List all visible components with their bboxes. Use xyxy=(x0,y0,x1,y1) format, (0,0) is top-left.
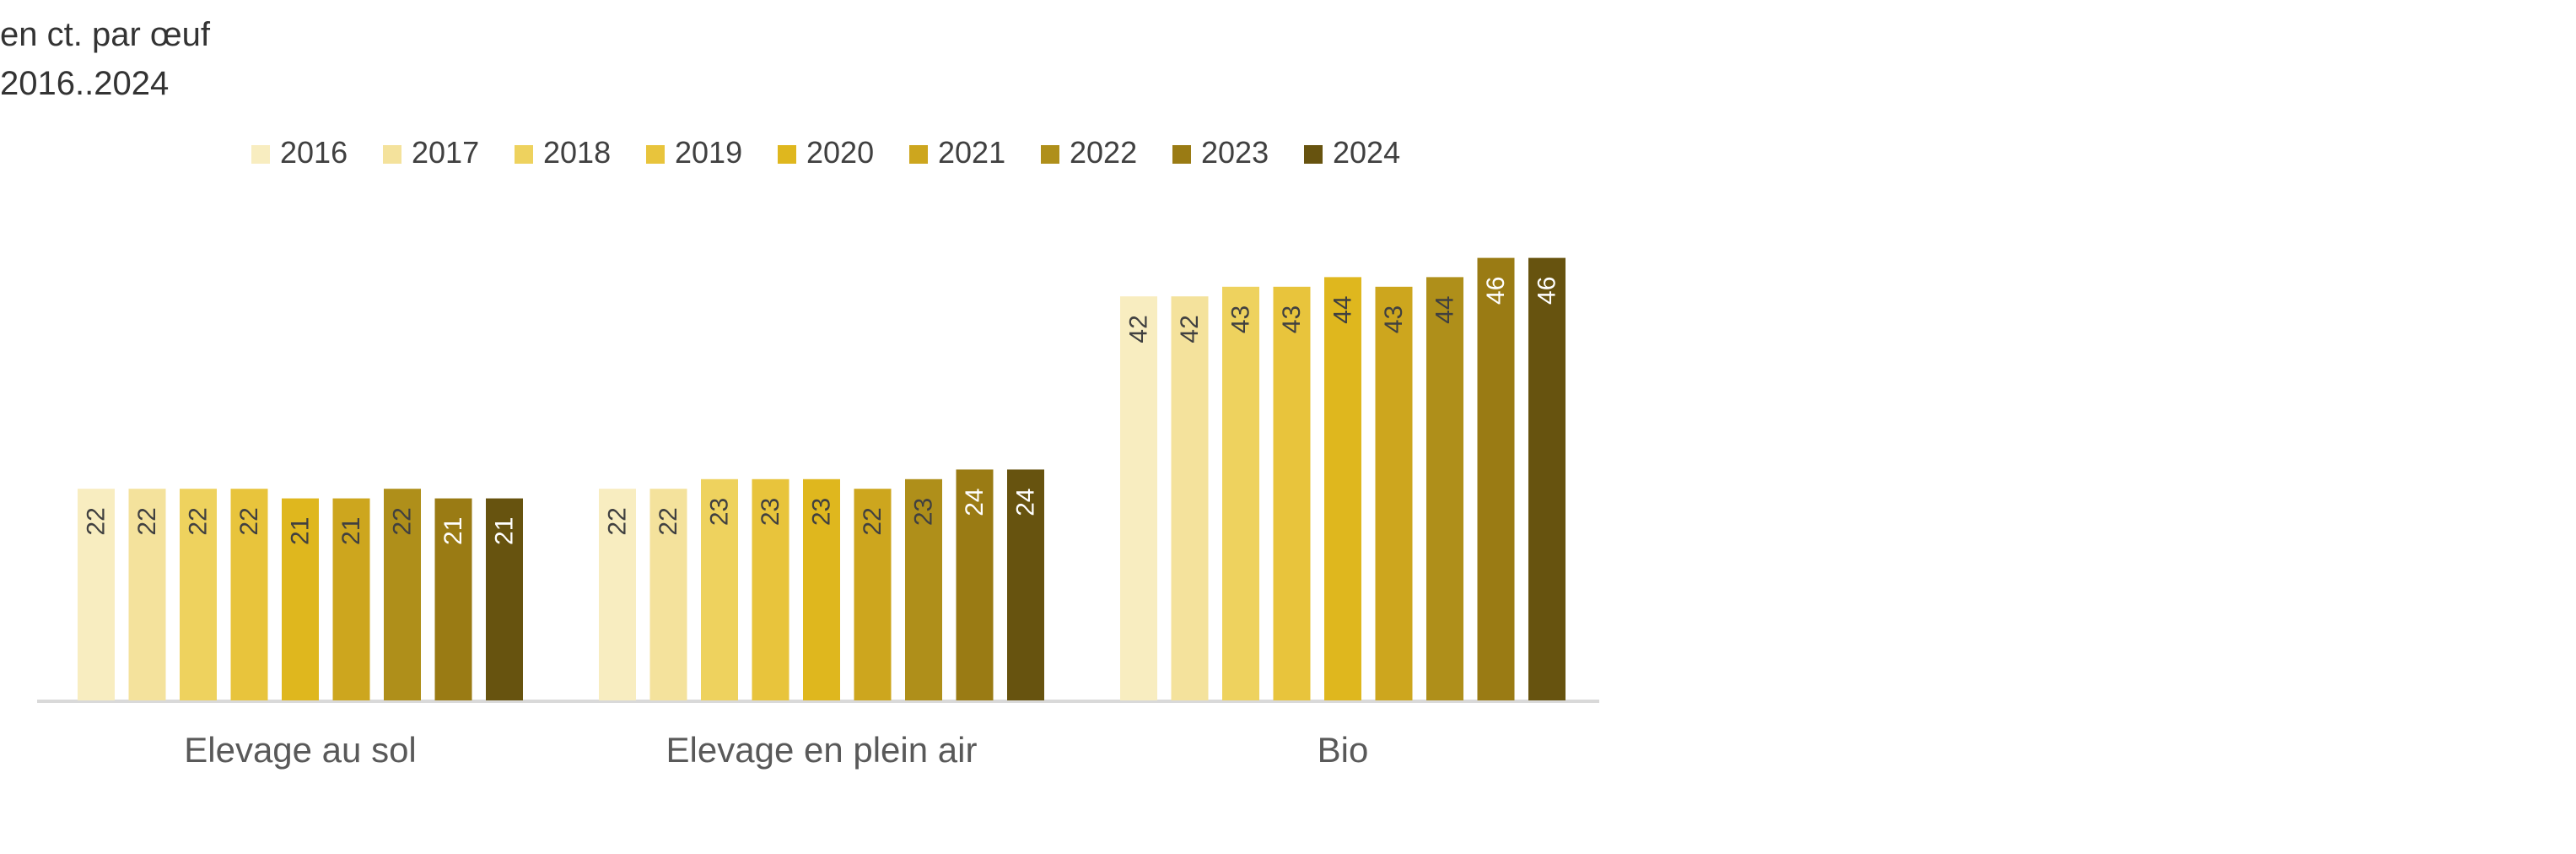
bar-2020-1 xyxy=(803,478,840,700)
bar-2020-2 xyxy=(1324,277,1361,700)
data-label-2016-2: 42 xyxy=(1125,315,1153,343)
bar-2018-2 xyxy=(1222,286,1259,700)
data-label-2017-0: 22 xyxy=(133,507,161,535)
bar-2022-1 xyxy=(905,478,942,700)
legend-swatch-2024 xyxy=(1304,145,1323,164)
category-label-0: Elevage au sol xyxy=(184,730,417,770)
data-label-2023-0: 21 xyxy=(439,517,467,545)
legend-label-2021: 2021 xyxy=(938,135,1005,170)
data-label-2020-2: 44 xyxy=(1329,295,1357,323)
bar-2017-2 xyxy=(1171,296,1209,700)
bar-2020-0 xyxy=(282,498,319,700)
legend-swatch-2017 xyxy=(383,145,401,164)
legend-swatch-2023 xyxy=(1172,145,1191,164)
data-label-2019-2: 43 xyxy=(1278,305,1306,333)
legend-swatch-2021 xyxy=(909,145,928,164)
bar-2021-0 xyxy=(332,498,370,700)
legend-swatch-2020 xyxy=(778,145,796,164)
data-label-2017-2: 42 xyxy=(1176,315,1204,343)
bar-2023-1 xyxy=(956,469,994,700)
legend-label-2022: 2022 xyxy=(1070,135,1137,170)
data-label-2020-1: 23 xyxy=(808,498,836,526)
bar-2022-0 xyxy=(384,489,421,700)
bar-2024-1 xyxy=(1007,469,1044,700)
data-label-2023-2: 46 xyxy=(1482,277,1510,305)
data-label-2022-2: 44 xyxy=(1431,295,1459,323)
data-label-2022-0: 22 xyxy=(389,507,417,535)
category-label-1: Elevage en plein air xyxy=(666,730,978,770)
bar-2019-1 xyxy=(752,478,790,700)
data-label-2020-0: 21 xyxy=(287,517,315,545)
data-label-2021-1: 22 xyxy=(859,507,887,535)
legend-swatch-2016 xyxy=(251,145,270,164)
data-label-2022-1: 23 xyxy=(910,498,938,526)
bar-2024-2 xyxy=(1528,257,1566,701)
data-label-2024-1: 24 xyxy=(1012,488,1040,516)
legend-label-2023: 2023 xyxy=(1201,135,1269,170)
legend-label-2017: 2017 xyxy=(412,135,479,170)
data-label-2019-1: 23 xyxy=(757,498,784,526)
unit-label: en ct. par œuf xyxy=(0,16,210,53)
bar-2023-2 xyxy=(1477,257,1515,701)
data-label-2018-2: 43 xyxy=(1227,305,1255,333)
data-label-2017-1: 22 xyxy=(655,507,682,535)
legend-label-2019: 2019 xyxy=(675,135,742,170)
bar-2016-2 xyxy=(1120,296,1157,700)
data-label-2021-0: 21 xyxy=(337,517,365,545)
data-label-2016-1: 22 xyxy=(604,507,632,535)
legend-label-2024: 2024 xyxy=(1333,135,1400,170)
data-label-2016-0: 22 xyxy=(83,507,110,535)
data-label-2024-2: 46 xyxy=(1533,277,1561,305)
bar-2019-0 xyxy=(230,489,268,700)
data-label-2018-0: 22 xyxy=(185,507,213,535)
data-label-2023-1: 24 xyxy=(961,488,989,516)
bar-2018-1 xyxy=(701,478,738,700)
data-label-2018-1: 23 xyxy=(706,498,734,526)
bar-2024-0 xyxy=(486,498,523,700)
legend-swatch-2022 xyxy=(1041,145,1059,164)
data-label-2024-0: 21 xyxy=(491,517,519,545)
bar-2017-0 xyxy=(128,489,166,700)
bar-2018-0 xyxy=(180,489,217,700)
bar-2021-2 xyxy=(1375,286,1413,700)
bar-2021-1 xyxy=(854,489,892,700)
legend-swatch-2019 xyxy=(646,145,665,164)
bar-2023-0 xyxy=(434,498,472,700)
data-label-2019-0: 22 xyxy=(235,507,263,535)
legend-label-2018: 2018 xyxy=(543,135,611,170)
bar-2022-2 xyxy=(1426,277,1463,700)
bar-2016-0 xyxy=(78,489,115,700)
legend-label-2020: 2020 xyxy=(806,135,874,170)
category-label-2: Bio xyxy=(1318,730,1369,770)
period-label: 2016..2024 xyxy=(0,65,170,102)
bar-2017-1 xyxy=(649,489,687,700)
chart-subtitle: en ct. par œuf 2016..2024 xyxy=(0,10,210,108)
data-label-2021-2: 43 xyxy=(1380,305,1408,333)
bar-2016-1 xyxy=(599,489,636,700)
bar-2019-2 xyxy=(1273,286,1311,700)
legend-swatch-2018 xyxy=(515,145,533,164)
legend-label-2016: 2016 xyxy=(280,135,348,170)
